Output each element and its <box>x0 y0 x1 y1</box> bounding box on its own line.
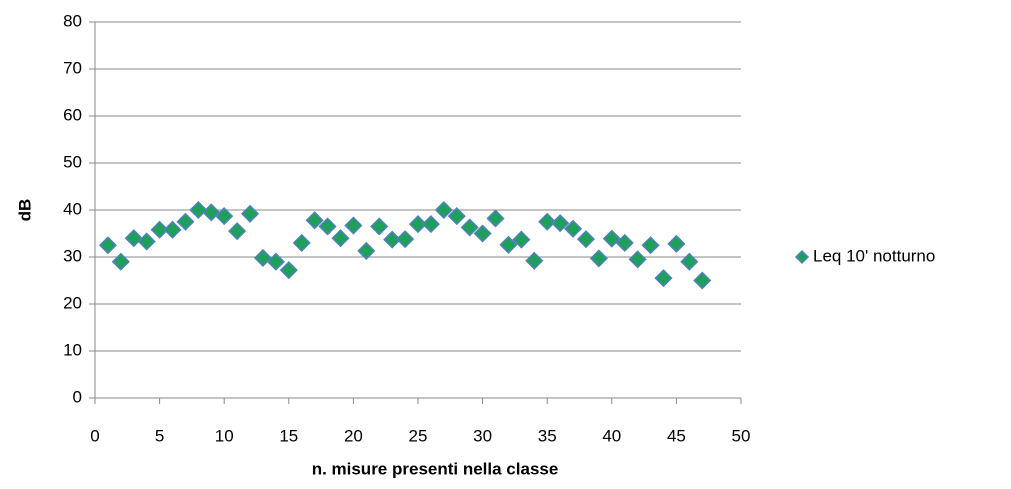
point <box>396 230 415 249</box>
x-tick-label: 5 <box>155 426 164 445</box>
y-tick-label: 20 <box>63 293 82 312</box>
y-tick-label: 30 <box>63 246 82 265</box>
x-tick-label: 20 <box>344 426 363 445</box>
y-tick-label: 10 <box>63 340 82 359</box>
point <box>383 230 402 249</box>
point <box>576 230 596 249</box>
point <box>266 252 285 271</box>
point <box>667 234 686 253</box>
y-axis-title: dB <box>15 199 34 222</box>
point <box>408 215 428 234</box>
point <box>421 215 440 234</box>
y-tick-label: 70 <box>63 58 82 77</box>
point <box>344 216 363 235</box>
point <box>512 230 531 249</box>
y-tick-label: 0 <box>73 387 82 406</box>
legend-label: Leq 10' notturno <box>813 246 935 265</box>
y-tick-label: 80 <box>63 11 82 30</box>
point <box>176 212 195 231</box>
x-tick-label: 35 <box>538 426 557 445</box>
point <box>615 233 634 252</box>
x-tick-label: 25 <box>409 426 428 445</box>
point <box>189 200 208 220</box>
point <box>589 249 608 268</box>
point <box>628 250 647 269</box>
x-tick-label: 45 <box>667 426 686 445</box>
point <box>163 220 182 239</box>
point <box>551 214 570 233</box>
x-tick-label: 0 <box>90 426 99 445</box>
point <box>641 236 660 255</box>
point <box>318 217 337 236</box>
y-tick-label: 50 <box>63 152 82 171</box>
point <box>538 212 557 231</box>
x-tick-label: 40 <box>602 426 621 445</box>
x-tick-label: 30 <box>473 426 492 445</box>
point <box>499 235 518 254</box>
point <box>279 261 298 280</box>
point <box>602 229 621 248</box>
point <box>693 271 712 290</box>
point <box>240 204 260 223</box>
point <box>215 207 234 226</box>
point <box>111 252 130 271</box>
point <box>357 241 376 260</box>
point <box>150 220 169 239</box>
legend-marker <box>794 249 810 265</box>
point <box>305 211 324 230</box>
point <box>253 248 273 268</box>
y-tick-label: 60 <box>63 105 82 124</box>
point <box>202 203 221 222</box>
x-tick-label: 15 <box>279 426 298 445</box>
point <box>525 251 544 270</box>
y-tick-label: 40 <box>63 199 82 218</box>
point <box>292 233 311 252</box>
point <box>680 252 699 271</box>
point <box>228 222 247 241</box>
point <box>447 207 466 226</box>
point <box>486 209 505 228</box>
x-tick-label: 50 <box>732 426 751 445</box>
point <box>434 200 453 220</box>
point <box>563 219 583 238</box>
point <box>98 236 117 255</box>
point <box>460 218 479 237</box>
x-tick-label: 10 <box>215 426 234 445</box>
point <box>654 269 673 288</box>
point <box>331 229 350 248</box>
point <box>370 217 389 236</box>
point <box>124 229 143 248</box>
x-axis-title: n. misure presenti nella classe <box>312 459 559 478</box>
point <box>473 224 492 243</box>
point <box>137 232 156 251</box>
